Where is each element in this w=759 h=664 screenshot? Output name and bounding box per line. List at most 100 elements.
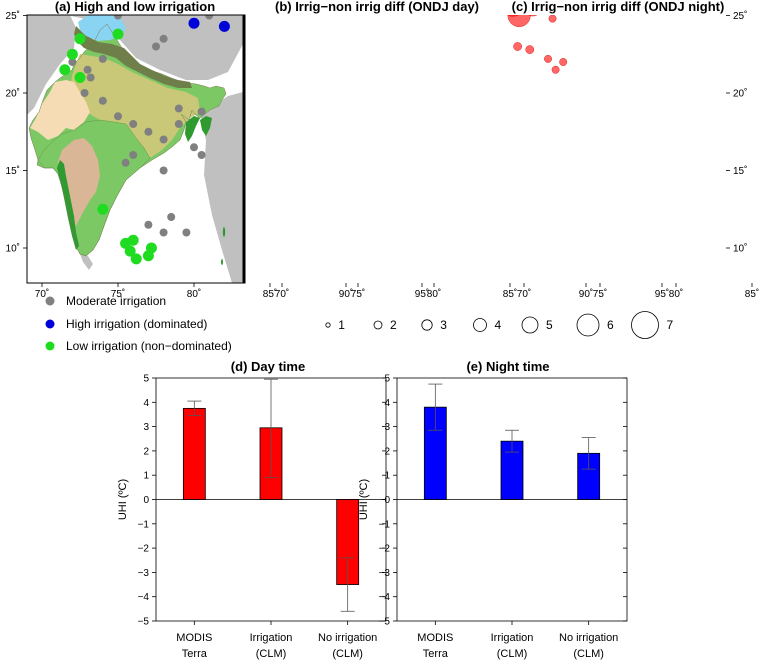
x-tick-label-line1: MODIS [176, 632, 212, 644]
india-land [269, 24, 466, 256]
india-outline [269, 24, 466, 256]
size-legend-circle [374, 321, 382, 329]
day-difference-circle [423, 167, 430, 174]
size-legend-label: 7 [667, 318, 674, 332]
andaman-islands [223, 227, 225, 237]
night-difference-circle [650, 237, 657, 244]
day-difference-circle [382, 151, 389, 158]
day-difference-circle [375, 234, 387, 246]
low-irrigation-point [120, 238, 131, 249]
lon-tick-label: 70˚ [517, 288, 531, 300]
x-tick-label-line1: No irrigation [318, 632, 377, 644]
moderate-irrigation-point [160, 167, 168, 175]
day-difference-circle [365, 111, 375, 121]
moderate-irrigation-point [99, 97, 107, 105]
low-irrigation-point [113, 29, 124, 40]
day-difference-circle [370, 201, 377, 208]
neighbour-land [509, 15, 558, 115]
lon-tick-label: 90˚ [579, 288, 593, 300]
moderate-irrigation-point [175, 120, 183, 128]
night-difference-circle [627, 97, 634, 104]
night-difference-circle [634, 255, 641, 262]
day-difference-circle [430, 105, 437, 112]
moderate-irrigation-point [266, 4, 274, 12]
day-difference-circle [345, 61, 359, 75]
lon-tick-label: 85˚ [503, 288, 517, 300]
day-difference-circle [312, 63, 323, 74]
day-difference-circle [397, 219, 409, 231]
y-axis-label: UHI (ºC) [358, 479, 370, 520]
andaman-islands [705, 227, 707, 237]
moderate-irrigation-point [190, 143, 198, 151]
night-difference-circle [672, 51, 679, 58]
day-difference-circle [382, 188, 394, 200]
size-legend-circle [326, 323, 330, 327]
low-irrigation-point [131, 253, 142, 264]
day-difference-circle [429, 73, 438, 82]
y-tick-label: 0 [384, 495, 390, 506]
moderate-irrigation-point [182, 229, 190, 237]
lat-tick-label-right: 15˚ [733, 165, 747, 177]
lat-tick-label-left: 20˚ [6, 88, 20, 100]
himalaya-belt [556, 26, 674, 88]
legend-moderate-marker [46, 297, 55, 306]
x-tick-label-line1: MODIS [417, 632, 453, 644]
moderate-irrigation-point [129, 120, 137, 128]
map-b-title: (b) Irrig−non irrig diff (ONDJ day) [275, 0, 479, 14]
snow-region [318, 14, 366, 41]
moderate-irrigation-point [160, 136, 168, 144]
moderate-irrigation-point [114, 112, 122, 120]
map-ocean [267, 15, 485, 283]
moderate-irrigation-point [198, 108, 206, 116]
day-difference-circle [347, 15, 354, 22]
low-irrigation-point [146, 243, 157, 254]
figure: (a) High and low irrigation (b) Irrig−no… [0, 0, 759, 664]
map-base [27, 0, 336, 283]
x-tick-label-line1: Irrigation [491, 632, 534, 644]
size-legend-label: 1 [338, 318, 345, 332]
y-tick-label: 3 [143, 422, 149, 433]
legend-high-marker [46, 320, 55, 329]
neighbour-land [548, 15, 725, 80]
night-difference-circle [619, 167, 626, 174]
chart-d-title: (d) Day time [231, 359, 305, 374]
deccan-plateau [298, 138, 340, 226]
northeast-forest [682, 116, 694, 136]
legend-low-marker [46, 342, 55, 351]
night-difference-circle [627, 198, 634, 205]
night-difference-circle [748, 1, 755, 8]
night-difference-circle [672, 182, 679, 189]
neighbour-land [682, 92, 725, 283]
day-difference-circle [353, 96, 363, 106]
map-a [27, 0, 336, 283]
size-legend-label: 4 [495, 318, 502, 332]
lon-tick-label: 85˚ [745, 288, 759, 300]
low-irrigation-point [280, 88, 291, 99]
y-tick-label: −5 [138, 617, 150, 628]
northeast-forest [667, 116, 682, 142]
day-difference-circle [314, 48, 326, 60]
day-difference-circle [320, 84, 328, 92]
moderate-irrigation-point [99, 55, 107, 63]
northeast-forest [440, 116, 452, 136]
y-axis-label: UHI (ºC) [117, 479, 129, 520]
map-base [509, 0, 759, 283]
y-tick-label: −5 [379, 617, 391, 628]
size-legend-circle [632, 312, 659, 339]
irrigation-legend: Moderate irrigation High irrigation (dom… [46, 294, 232, 353]
neighbour-land [320, 254, 333, 270]
moderate-irrigation-point [160, 35, 168, 43]
moderate-irrigation-point [122, 159, 130, 167]
night-difference-circle [627, 35, 634, 42]
y-tick-label: 2 [143, 446, 149, 457]
moderate-irrigation-point [129, 151, 137, 159]
x-tick-label-line2: (CLM) [256, 648, 287, 660]
night-difference-circle [665, 89, 672, 96]
gangetic-plain [552, 54, 682, 158]
lat-tick-label-left: 25˚ [6, 10, 20, 22]
night-negative-point [613, 17, 617, 21]
nicobar-islands [703, 259, 705, 265]
day-difference-circle [552, 66, 559, 73]
day-difference-circle [399, 89, 407, 97]
lon-tick-label: 95˚ [655, 288, 669, 300]
